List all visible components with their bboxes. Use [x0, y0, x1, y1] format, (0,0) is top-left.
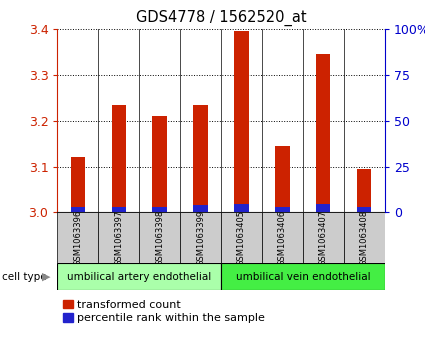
- Text: GSM1063396: GSM1063396: [74, 210, 82, 266]
- Bar: [357, 169, 371, 212]
- Title: GDS4778 / 1562520_at: GDS4778 / 1562520_at: [136, 10, 306, 26]
- Text: ▶: ▶: [42, 272, 50, 282]
- Bar: [180, 212, 221, 263]
- Bar: [316, 54, 330, 212]
- Bar: [303, 212, 344, 263]
- Bar: [57, 263, 221, 290]
- Bar: [98, 212, 139, 263]
- Text: GSM1063407: GSM1063407: [319, 210, 328, 266]
- Bar: [57, 212, 98, 263]
- Bar: [153, 207, 167, 212]
- Bar: [71, 207, 85, 212]
- Bar: [153, 116, 167, 212]
- Bar: [193, 105, 208, 212]
- Text: umbilical artery endothelial: umbilical artery endothelial: [67, 272, 211, 282]
- Bar: [234, 31, 249, 212]
- Text: cell type: cell type: [2, 272, 47, 282]
- Bar: [234, 204, 249, 212]
- Bar: [275, 146, 289, 212]
- Text: GSM1063408: GSM1063408: [360, 210, 368, 266]
- Bar: [71, 158, 85, 212]
- Bar: [357, 207, 371, 212]
- Bar: [112, 207, 126, 212]
- Text: GSM1063405: GSM1063405: [237, 210, 246, 266]
- Bar: [262, 212, 303, 263]
- Bar: [344, 212, 385, 263]
- Text: umbilical vein endothelial: umbilical vein endothelial: [235, 272, 370, 282]
- Legend: transformed count, percentile rank within the sample: transformed count, percentile rank withi…: [63, 299, 265, 323]
- Text: GSM1063406: GSM1063406: [278, 210, 287, 266]
- Bar: [139, 212, 180, 263]
- Bar: [275, 207, 289, 212]
- Bar: [221, 212, 262, 263]
- Text: GSM1063397: GSM1063397: [114, 210, 123, 266]
- Bar: [193, 205, 208, 212]
- Bar: [221, 263, 385, 290]
- Text: GSM1063399: GSM1063399: [196, 210, 205, 266]
- Bar: [316, 204, 330, 212]
- Text: GSM1063398: GSM1063398: [155, 210, 164, 266]
- Bar: [112, 105, 126, 212]
